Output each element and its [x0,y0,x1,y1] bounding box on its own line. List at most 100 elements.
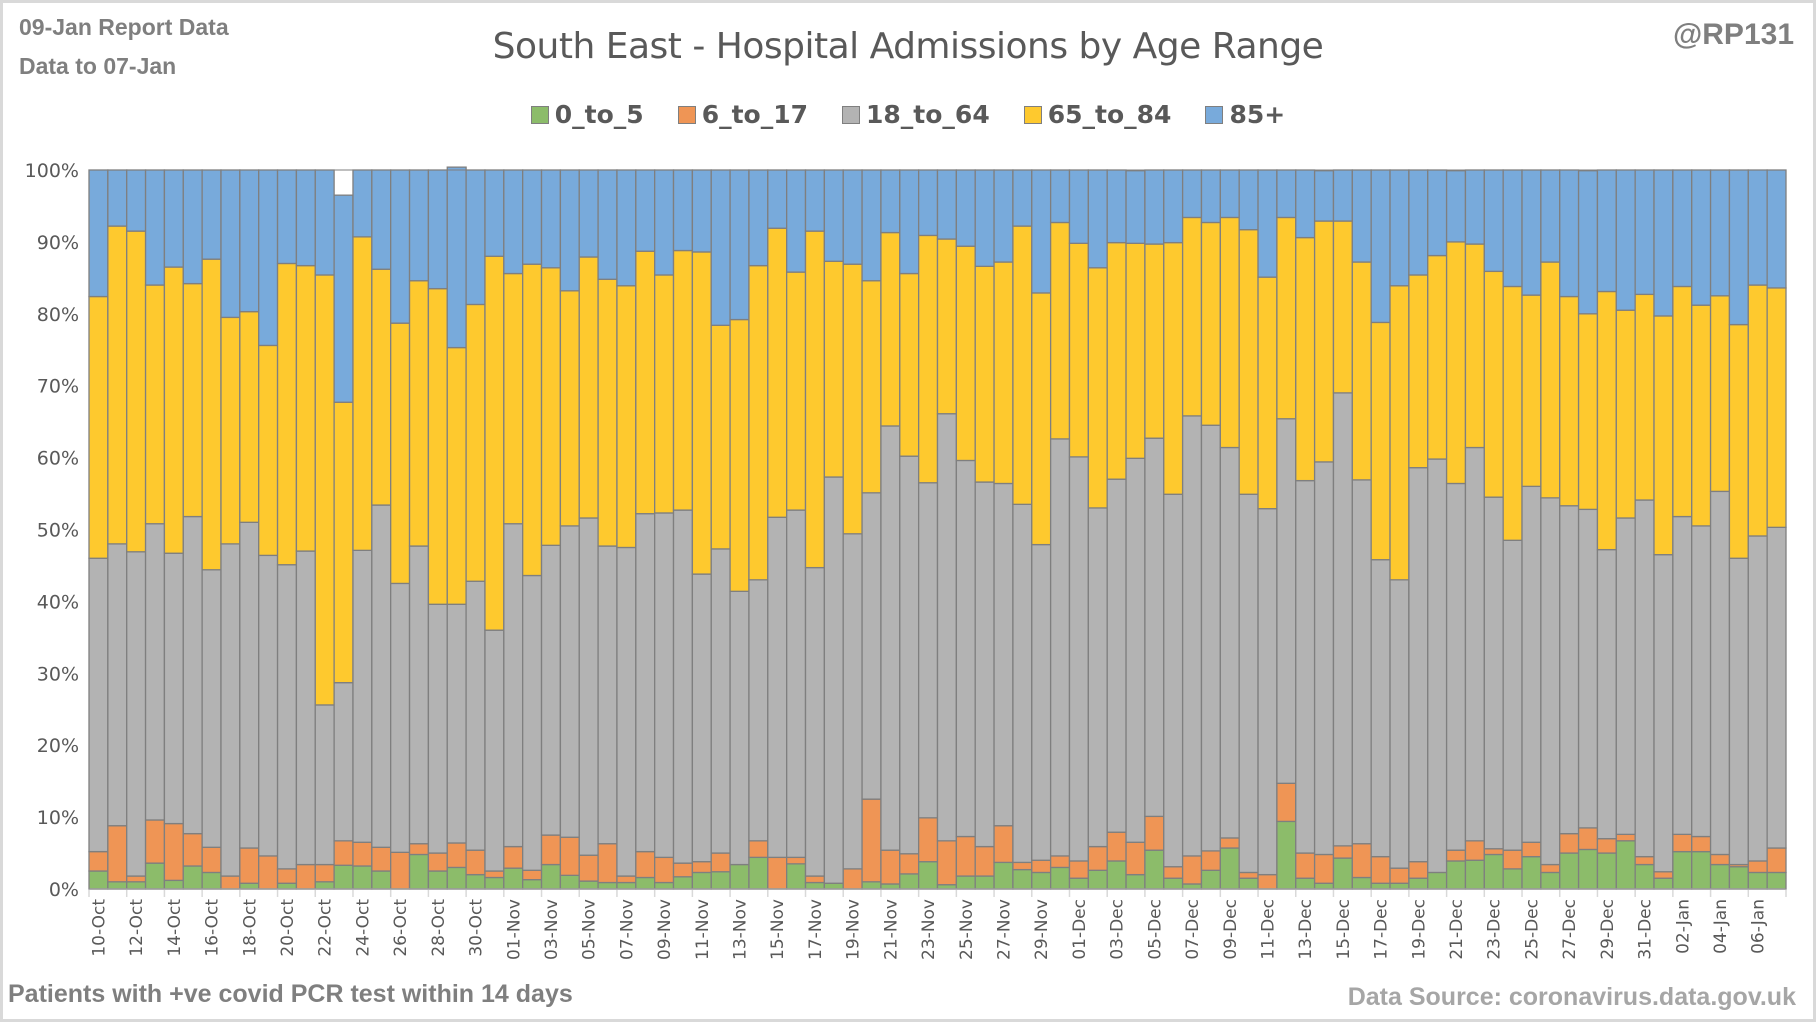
bar-stack [408,169,430,890]
bar-segment-85 [1577,170,1599,315]
bar-segment-18-to-64 [1049,438,1071,857]
x-tick-label: 24-Oct [353,899,373,957]
bar-segment-6-to-17 [1106,831,1127,862]
x-tick-label: 03-Dec [1108,899,1128,960]
legend-label-0-to-5: 0_to_5 [554,100,644,129]
bar-segment-18-to-64 [804,566,826,877]
bar-segment-0-to-5 [1427,871,1448,890]
x-tick-label: 03-Nov [542,899,562,960]
bar-segment-65-to-84 [1163,241,1184,495]
bar-segment-6-to-17 [1276,782,1297,823]
bar-segment-18-to-64 [182,515,203,835]
bar-segment-0-to-5 [1502,868,1523,890]
legend-label-18-to-64: 18_to_64 [866,100,990,129]
bar-segment-6-to-17 [635,850,656,879]
bar-segment-65-to-84 [993,261,1014,485]
bar-segment-6-to-17 [1087,845,1108,871]
x-tick-label: 09-Dec [1221,899,1241,960]
bar-segment-65-to-84 [1049,221,1071,440]
bar-stack [1200,169,1221,890]
bar-segment-85 [126,169,147,232]
bar-segment-85 [239,169,260,313]
bar-stack [1502,169,1523,890]
bar-segment-85 [1031,169,1052,294]
bar-stack [371,169,392,890]
bar-segment-65-to-84 [804,230,826,569]
x-tick-label: 09-Nov [655,899,675,960]
legend-swatch-0-to-5 [530,105,549,124]
bar-segment-6-to-17 [126,875,147,883]
bar-segment-6-to-17 [1200,850,1221,871]
bar-segment-18-to-64 [163,552,184,825]
bar-segment-65-to-84 [1445,241,1467,485]
bar-segment-6-to-17 [1653,871,1674,879]
bar-segment-6-to-17 [1389,867,1410,884]
bar-stack [144,169,166,890]
bar-segment-6-to-17 [1332,845,1353,859]
bar-segment-85 [1540,169,1561,263]
bar-segment-65-to-84 [1181,216,1203,417]
x-tick-label: 07-Dec [1183,899,1203,960]
bar-segment-6-to-17 [710,852,731,873]
bar-segment-6-to-17 [672,862,694,878]
bar-segment-0-to-5 [1181,883,1203,890]
bar-segment-0-to-5 [1351,876,1372,890]
bar-segment-0-to-5 [1747,871,1768,890]
bar-segment-85 [1068,169,1089,244]
bar-segment-0-to-5 [1709,863,1731,890]
bar-segment-0-to-5 [616,881,637,890]
bar-segment-0-to-5 [1559,852,1580,890]
bar-segment-6-to-17 [1408,861,1429,879]
bar-segment-65-to-84 [1068,242,1089,458]
bar-segment-65-to-84 [1106,241,1127,480]
bar-stack [1125,170,1146,890]
bar-segment-65-to-84 [1332,220,1353,394]
bar-segment-85 [1559,169,1580,298]
bar-segment-18-to-64 [616,546,637,877]
bar-segment-6-to-17 [1163,866,1184,879]
x-tick-label: 25-Nov [957,899,977,960]
bar-segment-18-to-64 [1408,467,1429,863]
bar-segment-85 [710,169,731,326]
bar-stack [1427,169,1448,890]
bar-segment-85 [936,169,958,240]
bar-segment-18-to-64 [786,509,807,859]
bar-segment-0-to-5 [1313,882,1335,890]
bar-segment-85 [522,169,543,265]
bar-segment-65-to-84 [880,231,901,427]
x-tick-label: 07-Nov [617,899,637,960]
y-tick-label: 70% [37,376,79,398]
bar-segment-18-to-64 [767,516,788,859]
bar-segment-0-to-5 [1389,882,1410,890]
bar-segment-85 [314,169,335,276]
bar-segment-0-to-5 [465,873,486,890]
bar-segment-18-to-64 [1012,503,1033,864]
bar-segment-65-to-84 [616,285,637,549]
bar-segment-65-to-84 [201,258,222,571]
x-tick-label: 01-Dec [1070,899,1090,960]
bar-segment-85 [220,169,241,319]
bar-segment-85 [1295,169,1316,239]
bar-segment-18-to-64 [842,533,863,870]
bar-segment-6-to-17 [804,875,826,884]
x-tick-label: 27-Nov [994,899,1014,960]
bar-segment-65-to-84 [333,401,354,684]
bar-segment-65-to-84 [1747,284,1768,537]
bar-stack [126,169,147,890]
bar-segment-6-to-17 [314,863,335,883]
bar-segment-6-to-17 [1634,855,1655,866]
bar-segment-65-to-84 [786,271,807,511]
plot-area-border [88,169,1787,890]
bar-segment-0-to-5 [786,863,807,890]
bar-segment-65-to-84 [1653,315,1674,556]
bar-segment-0-to-5 [1540,871,1561,890]
bar-segment-18-to-64 [1163,493,1184,868]
bar-stack [710,169,731,890]
bar-segment-85 [1766,169,1787,289]
bar-stack [842,169,863,890]
bar-segment-6-to-17 [352,841,373,867]
bar-segment-0-to-5 [1483,853,1504,890]
bar-segment-85 [503,169,524,275]
bar-segment-6-to-17 [1766,847,1787,874]
bar-segment-85 [1219,169,1240,219]
